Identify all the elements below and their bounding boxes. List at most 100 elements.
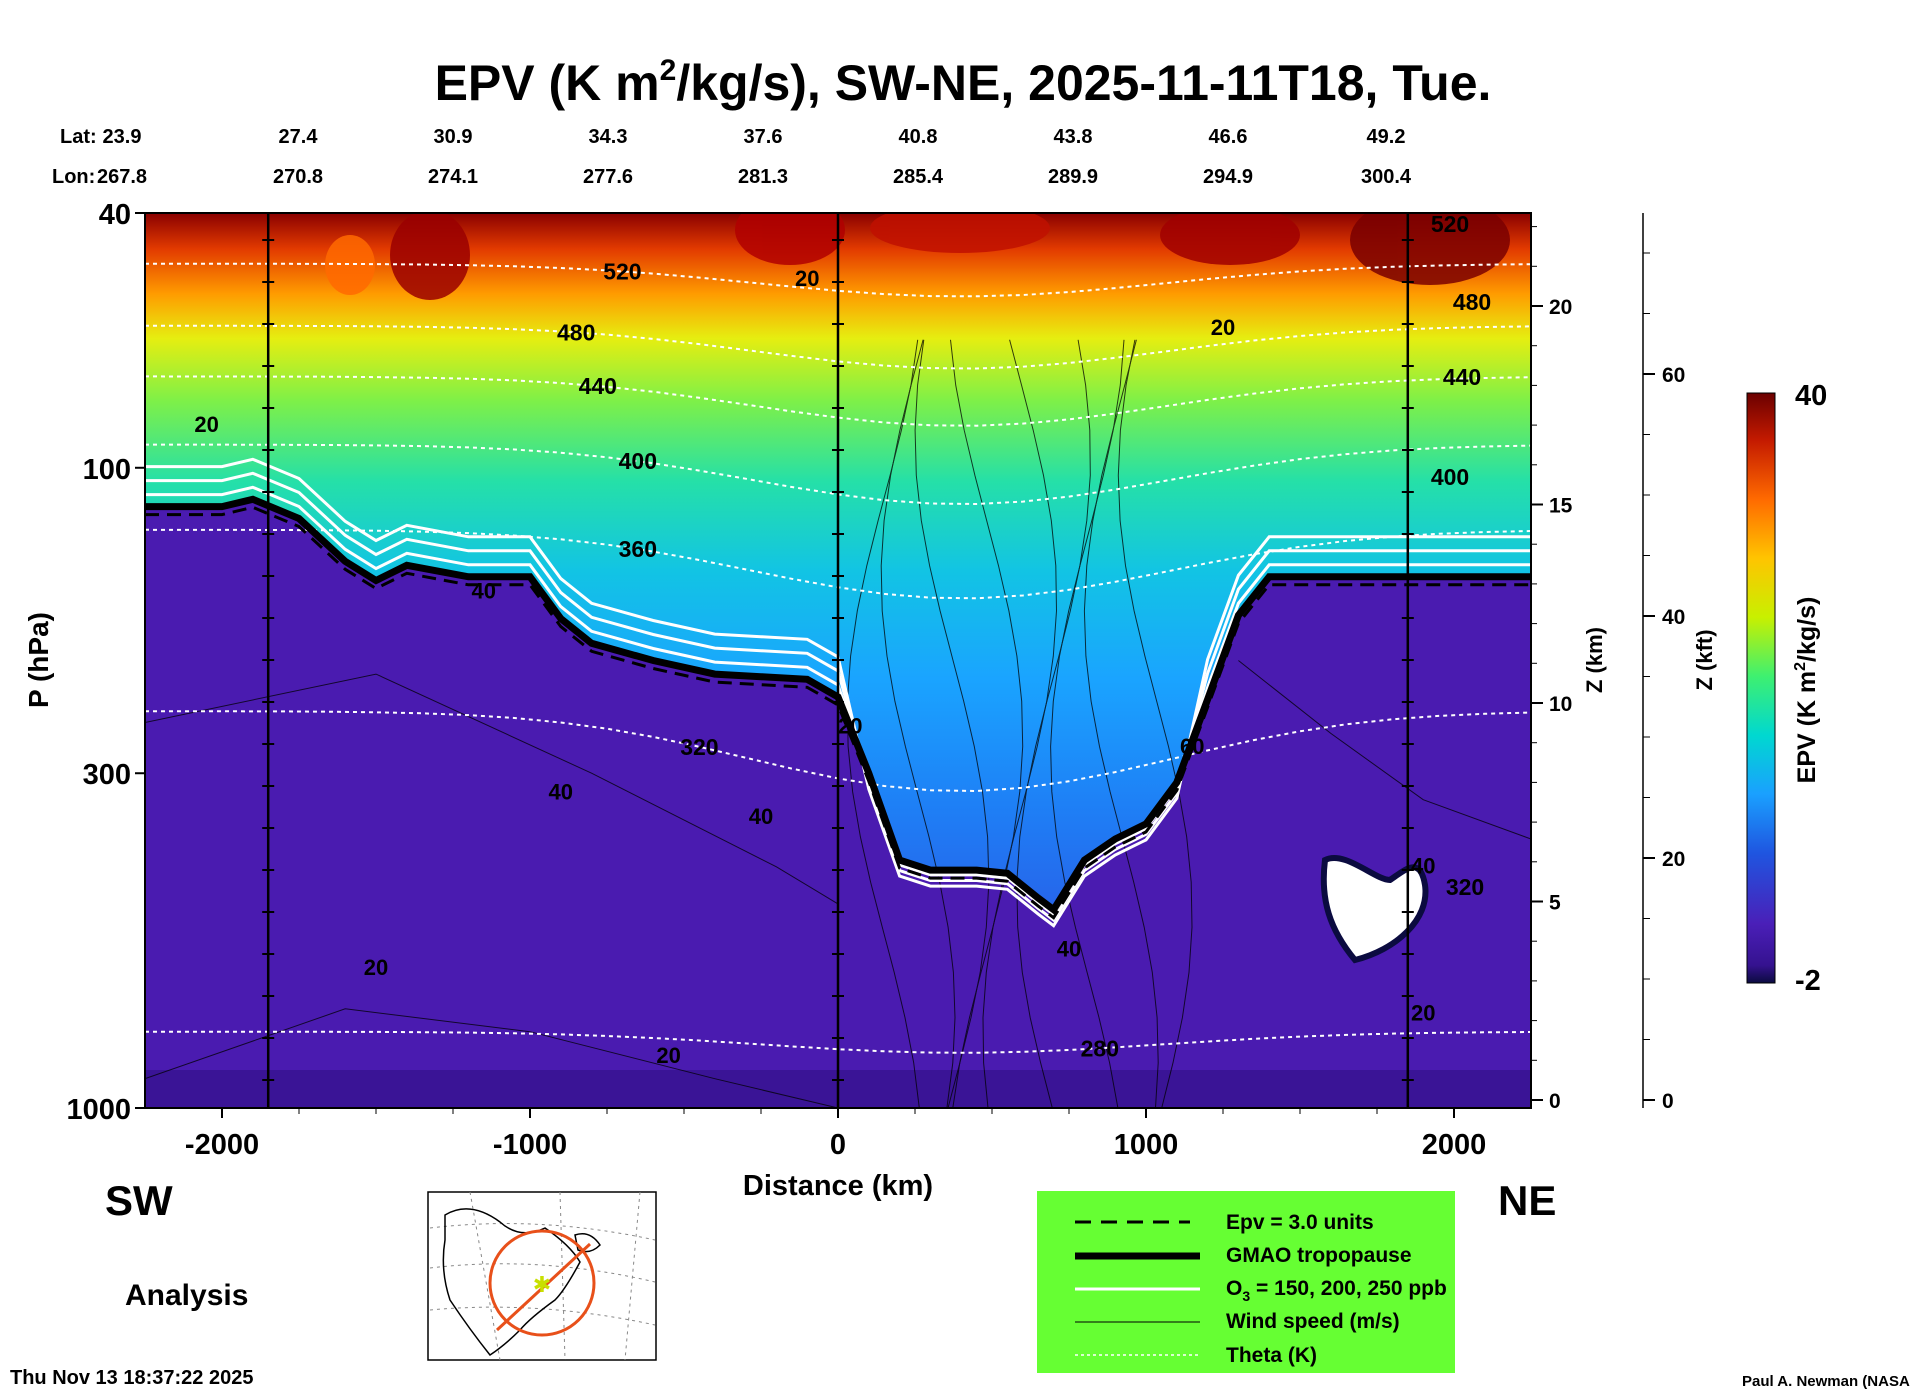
wind-contour-line: [1050, 339, 1125, 1108]
wind-contour-line: [982, 339, 1058, 1108]
theta-label: 520: [1431, 211, 1469, 237]
colorbar-min: -2: [1795, 965, 1821, 997]
theta-contour-line: [145, 375, 1531, 427]
z-km-label: Z (km): [1582, 627, 1607, 693]
lon-value: 270.8: [273, 166, 323, 188]
wind-contour-line: [1238, 660, 1531, 840]
lat-value: 46.6: [1209, 126, 1248, 148]
coastline: [442, 1208, 581, 1357]
z-kft-label: Z (kft): [1692, 629, 1717, 690]
theta-label: 400: [619, 448, 657, 474]
x-tick-label: 1000: [1114, 1129, 1179, 1161]
theta-label: 320: [1446, 874, 1484, 900]
lon-value: 294.9: [1203, 166, 1253, 188]
z-km-tick-label: 20: [1549, 296, 1572, 319]
wind-label: 40: [1057, 937, 1081, 962]
colorbar-label: EPV (K m2/kg/s): [1792, 597, 1821, 784]
theta-label: 280: [1081, 1035, 1119, 1061]
negative-epv-anomaly: [1320, 855, 1429, 964]
lat-lon-row: 23.9 27.4 30.9 34.3 37.6 40.8 43.8 46.6 49.2 267.…: [97, 126, 1412, 188]
sw-label: SW: [105, 1177, 173, 1224]
x-tick-label: 0: [830, 1129, 846, 1161]
wind-contour-line: [145, 673, 839, 905]
wind-labels: 20 20 20 40 40 40 20 40 40 20 20 20 60: [194, 266, 1435, 1068]
wind-speed-contours: [145, 339, 1531, 1108]
lon-value: 274.1: [428, 166, 478, 188]
x-tick-label: 2000: [1422, 1129, 1487, 1161]
z-km-tick-label: 10: [1549, 693, 1572, 716]
z-kft-tick-label: 0: [1662, 1090, 1674, 1113]
chart-title: EPV (K m2/kg/s), SW-NE, 2025-11-11T18, T…: [435, 54, 1492, 111]
ozone-line: [145, 457, 1531, 928]
epv-3-unit-line: [145, 505, 1531, 920]
wind-label: 20: [364, 955, 388, 980]
y-tick-label: 1000: [66, 1094, 131, 1126]
wind-contour-line: [1016, 339, 1091, 1108]
wind-label: 20: [838, 713, 862, 738]
x-tick-label: -1000: [493, 1129, 567, 1161]
theta-label: 480: [1453, 289, 1491, 315]
lon-value: 285.4: [893, 166, 944, 188]
gmao-tropopause-line: [145, 495, 1531, 915]
y-axis-z-kft: 0 20 40 60: [1642, 213, 1685, 1113]
wind-label: 60: [1180, 734, 1204, 759]
colorbar: [1746, 392, 1776, 984]
legend-ozone-label: O3 = 150, 200, 250 ppb: [1226, 1277, 1447, 1304]
wind-contour-line: [145, 1008, 839, 1108]
y-axis-label: P (hPa): [23, 612, 54, 708]
wind-label: 20: [1211, 315, 1235, 340]
x-tick-label: -2000: [185, 1129, 259, 1161]
z-kft-tick-label: 40: [1662, 606, 1685, 629]
lat-label: Lat:: [60, 126, 97, 148]
y-tick-label: 300: [83, 759, 131, 791]
wind-label: 20: [194, 412, 218, 437]
timestamp: Thu Nov 13 18:37:22 2025: [10, 1367, 253, 1389]
wind-label: 40: [549, 780, 573, 805]
theta-label: 360: [619, 536, 657, 562]
theta-label: 440: [1443, 364, 1481, 390]
y-tick-label: 100: [83, 454, 131, 486]
legend-epv-label: Epv = 3.0 units: [1226, 1211, 1374, 1234]
z-km-tick-label: 5: [1549, 892, 1561, 915]
y-axis-pressure: 40 100 300 1000: [66, 199, 145, 1126]
theta-labels: 520 480 440 400 360 320 280 520 480 440 400 320: [557, 211, 1491, 1061]
range-ring: [488, 1229, 596, 1337]
legend-wind-label: Wind speed (m/s): [1226, 1310, 1400, 1333]
high-epv-patches: [325, 213, 1510, 300]
credit: Paul A. Newman (NASA: [1742, 1373, 1910, 1390]
wind-label: 40: [1411, 853, 1435, 878]
center-marker-icon: ✱: [533, 1273, 551, 1298]
wind-label: 40: [749, 804, 773, 829]
inset-map: ✱: [427, 1191, 657, 1361]
lat-value: 23.9: [103, 126, 142, 148]
ne-label: NE: [1498, 1177, 1556, 1224]
legend-theta-label: Theta (K): [1226, 1344, 1317, 1367]
wind-label: 20: [795, 266, 819, 291]
theta-label: 440: [579, 373, 617, 399]
z-kft-tick-label: 60: [1662, 364, 1685, 387]
wind-label: 40: [472, 578, 496, 603]
wind-contour-line: [950, 339, 1024, 1108]
vertical-markers: [262, 213, 1414, 1108]
lon-value: 281.3: [738, 166, 788, 188]
wind-label: 20: [1411, 1000, 1435, 1025]
x-axis: -2000 -1000 0 1000 2000: [185, 1108, 1486, 1161]
z-km-tick-label: 15: [1549, 495, 1573, 518]
section-line: [495, 1242, 592, 1332]
lon-value: 300.4: [1361, 166, 1412, 188]
lon-value: 289.9: [1048, 166, 1098, 188]
lon-value: 267.8: [97, 166, 147, 188]
lat-value: 30.9: [434, 126, 473, 148]
wind-contour-line: [1117, 339, 1193, 1108]
wind-contour-line: [1083, 339, 1159, 1108]
lon-label: Lon:: [52, 166, 95, 188]
legend: Epv = 3.0 units GMAO tropopause O3 = 150…: [1037, 1191, 1455, 1373]
wind-contour-line: [880, 339, 956, 1108]
lat-value: 49.2: [1367, 126, 1406, 148]
z-km-tick-label: 0: [1549, 1090, 1561, 1113]
theta-label: 480: [557, 319, 595, 345]
z-kft-tick-label: 20: [1662, 848, 1685, 871]
lat-value: 27.4: [279, 126, 319, 148]
